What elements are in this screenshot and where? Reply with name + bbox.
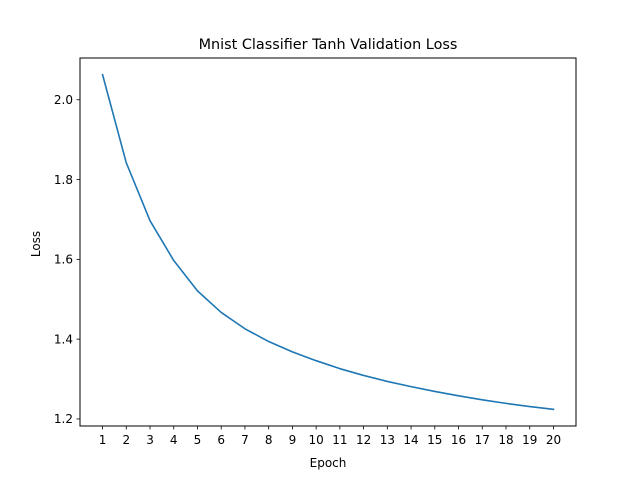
y-tick-label: 1.8 [54, 173, 73, 187]
plot-area: 1 2 3 4 5 6 7 8 9 10 11 12 13 14 15 16 17 18 19 201.21.41.6… [54, 73, 561, 447]
x-tick-label: 8 [265, 433, 273, 447]
y-tick-label: 1.2 [54, 412, 73, 426]
x-tick-label: 20 [546, 433, 561, 447]
y-tick-label: 2.0 [54, 93, 73, 107]
plot-frame [79, 57, 577, 427]
x-tick-label: 13 [380, 433, 395, 447]
y-tick-label: 1.6 [54, 253, 73, 267]
x-tick-label: 11 [332, 433, 347, 447]
x-tick-label: 18 [498, 433, 513, 447]
y-axis-label: Loss [29, 231, 43, 257]
x-tick-label: 1 [99, 433, 107, 447]
x-tick-label: 7 [241, 433, 249, 447]
x-tick-label: 2 [122, 433, 130, 447]
x-tick-label: 16 [451, 433, 466, 447]
x-tick-label: 4 [170, 433, 178, 447]
x-tick-label: 10 [308, 433, 323, 447]
x-tick-label: 15 [427, 433, 442, 447]
x-tick-label: 3 [146, 433, 154, 447]
chart-title: Mnist Classifier Tanh Validation Loss [199, 37, 458, 53]
x-tick-label: 17 [475, 433, 490, 447]
x-tick-label: 19 [522, 433, 537, 447]
x-axis-label: Epoch [310, 456, 347, 470]
series-line-0 [101, 73, 555, 411]
y-tick-label: 1.4 [54, 332, 73, 346]
x-tick-label: 5 [194, 433, 202, 447]
x-tick-label: 6 [217, 433, 225, 447]
x-tick-label: 9 [289, 433, 297, 447]
x-tick-label: 14 [403, 433, 418, 447]
x-tick-label: 12 [356, 433, 371, 447]
